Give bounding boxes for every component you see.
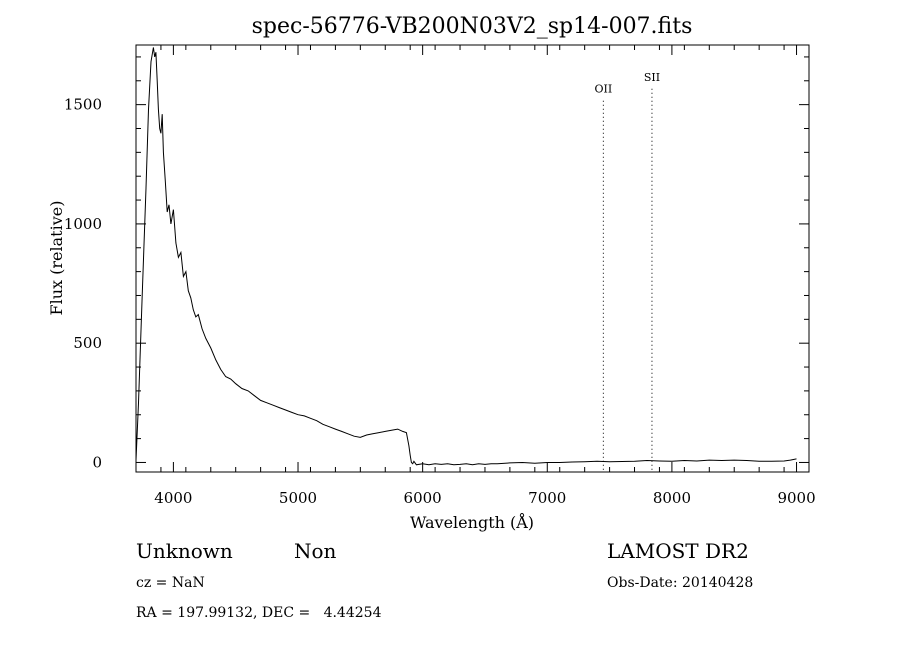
x-tick-label: 8000 — [653, 489, 691, 507]
y-tick-label: 500 — [73, 334, 102, 352]
y-axis-ticks: 0 500 1000 1500 — [64, 56, 809, 471]
coordinates: RA = 197.99132, DEC = 4.44254 — [136, 605, 382, 621]
object-class: Unknown — [136, 539, 233, 563]
x-tick-label: 5000 — [279, 489, 317, 507]
x-tick-label: 6000 — [404, 489, 442, 507]
y-axis-label: Flux (relative) — [47, 201, 66, 316]
x-axis-label: Wavelength (Å) — [410, 512, 534, 532]
x-tick-label: 9000 — [777, 489, 815, 507]
observation-date: Obs-Date: 20140428 — [607, 575, 754, 591]
y-tick-label: 0 — [92, 453, 102, 471]
plot-frame — [135, 44, 810, 473]
y-tick-label: 1000 — [64, 215, 102, 233]
x-axis-ticks: 4000 5000 6000 7000 8000 9000 — [135, 45, 816, 507]
spectrum-line — [135, 47, 797, 466]
y-tick-label: 1500 — [64, 96, 102, 114]
redshift-cz: cz = NaN — [136, 575, 205, 591]
x-tick-label: 4000 — [154, 489, 192, 507]
object-subclass: Non — [294, 539, 337, 563]
emission-line-label: OII — [595, 83, 613, 96]
annotation-lines: OII SII — [595, 71, 660, 472]
emission-line-label: SII — [644, 71, 660, 84]
chart-title: spec-56776-VB200N03V2_sp14-007.fits — [252, 14, 693, 39]
x-tick-label: 7000 — [528, 489, 566, 507]
survey-name: LAMOST DR2 — [607, 539, 749, 563]
